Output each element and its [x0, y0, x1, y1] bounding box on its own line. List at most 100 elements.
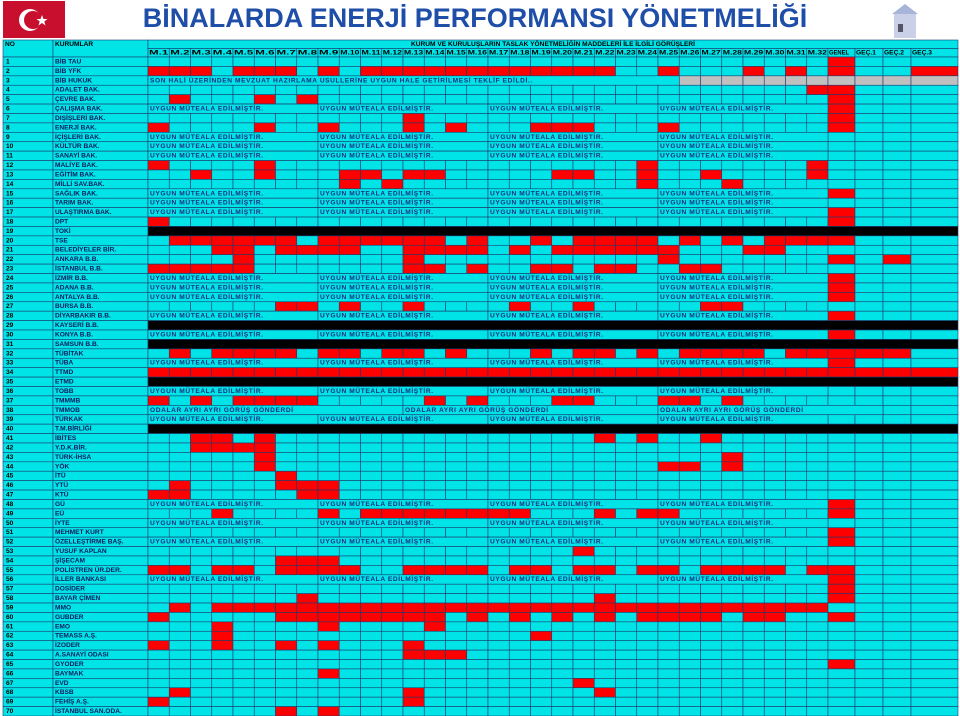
cell: [615, 649, 638, 660]
row-name: YTÜ: [55, 480, 68, 489]
cell: [508, 122, 531, 133]
cell: [190, 668, 213, 679]
red-cell: [763, 565, 786, 576]
cell: [854, 179, 884, 190]
note-text: UYGUN MÜTEALA EDİLMİŞTİR.: [150, 188, 264, 197]
cell: [827, 489, 856, 500]
cell: [338, 56, 361, 67]
cell: [657, 160, 680, 171]
red-cell: [232, 395, 255, 406]
red-cell: [253, 122, 276, 133]
cell: [190, 452, 213, 463]
cell: [742, 395, 765, 406]
cell: [721, 546, 744, 557]
note-text: UYGUN MÜTEALA EDİLMİŞTİR.: [150, 329, 264, 338]
cell: [381, 480, 404, 491]
red-cell: [572, 678, 595, 689]
cell: [854, 602, 884, 613]
cell: [742, 508, 765, 519]
cell: [657, 583, 680, 594]
cell: [763, 640, 786, 651]
red-cell: [785, 602, 808, 613]
cell: [827, 668, 856, 679]
cell: [636, 706, 659, 716]
red-cell: [827, 536, 856, 547]
cell: [360, 706, 383, 716]
cell: [721, 470, 744, 481]
cell: [360, 216, 383, 227]
red-cell: [636, 367, 659, 378]
red-cell: [530, 602, 553, 613]
note-text: UYGUN MÜTEALA EDİLMİŞTİR.: [490, 329, 604, 338]
cell: [657, 480, 680, 491]
red-cell: [785, 367, 808, 378]
cell: [466, 593, 489, 604]
cell: [827, 433, 856, 444]
cell: [910, 640, 959, 651]
cell: [882, 235, 912, 246]
cell: [763, 678, 786, 689]
cell: [882, 386, 912, 397]
cell: [445, 235, 468, 246]
cell: [763, 687, 786, 698]
cell: [508, 56, 531, 67]
cell: [806, 527, 829, 538]
red-cell: [636, 602, 659, 613]
cell: [910, 329, 959, 340]
cell: [763, 84, 786, 95]
red-cell: [721, 179, 744, 190]
cell: [147, 244, 170, 256]
note-text: UYGUN MÜTEALA EDİLMİŞTİR.: [320, 358, 434, 367]
gray-cell: [882, 75, 912, 86]
no-cell: [2, 84, 54, 95]
red-cell: [147, 612, 170, 623]
red-cell: [827, 56, 856, 67]
cell: [551, 555, 574, 566]
red-cell: [211, 630, 234, 641]
note-text: UYGUN MÜTEALA EDİLMİŞTİR.: [320, 282, 434, 291]
red-cell: [275, 612, 298, 623]
cell: [827, 640, 856, 651]
red-cell: [678, 348, 701, 359]
red-cell: [827, 216, 856, 227]
red-cell: [360, 66, 383, 77]
row-name: İLLER BANKASI: [55, 575, 106, 583]
cell: [508, 593, 531, 604]
column-label: GEÇ.1: [856, 50, 876, 57]
cell: [721, 640, 744, 651]
red-cell: [615, 367, 638, 378]
cell: [854, 94, 884, 105]
cell: [423, 678, 446, 689]
red-cell: [700, 367, 723, 378]
red-cell: [232, 367, 255, 378]
cell: [253, 706, 276, 716]
cell: [882, 141, 912, 152]
red-cell: [423, 244, 446, 256]
cell: [882, 433, 912, 444]
house-icon: [892, 4, 918, 38]
cell: [657, 489, 680, 500]
cell: [882, 122, 912, 133]
black-cells: [147, 320, 959, 331]
red-cell: [572, 66, 595, 77]
cell: [445, 452, 468, 463]
cell: [657, 659, 680, 670]
cell: [232, 546, 255, 557]
cell: [593, 555, 616, 566]
cell: [466, 546, 489, 557]
cell: [785, 583, 808, 594]
cell: [593, 668, 616, 679]
red-cell: [423, 395, 446, 406]
cell: [466, 480, 489, 491]
cell: [700, 696, 723, 707]
cell: [742, 216, 765, 227]
cell: [785, 649, 808, 660]
cell: [147, 470, 170, 481]
red-cell: [147, 66, 170, 77]
cell: [854, 301, 884, 312]
red-cell: [827, 122, 856, 133]
row-number: 13: [6, 171, 14, 178]
column-label: M.25: [659, 50, 679, 57]
cell: [615, 546, 638, 557]
cell: [854, 565, 884, 576]
